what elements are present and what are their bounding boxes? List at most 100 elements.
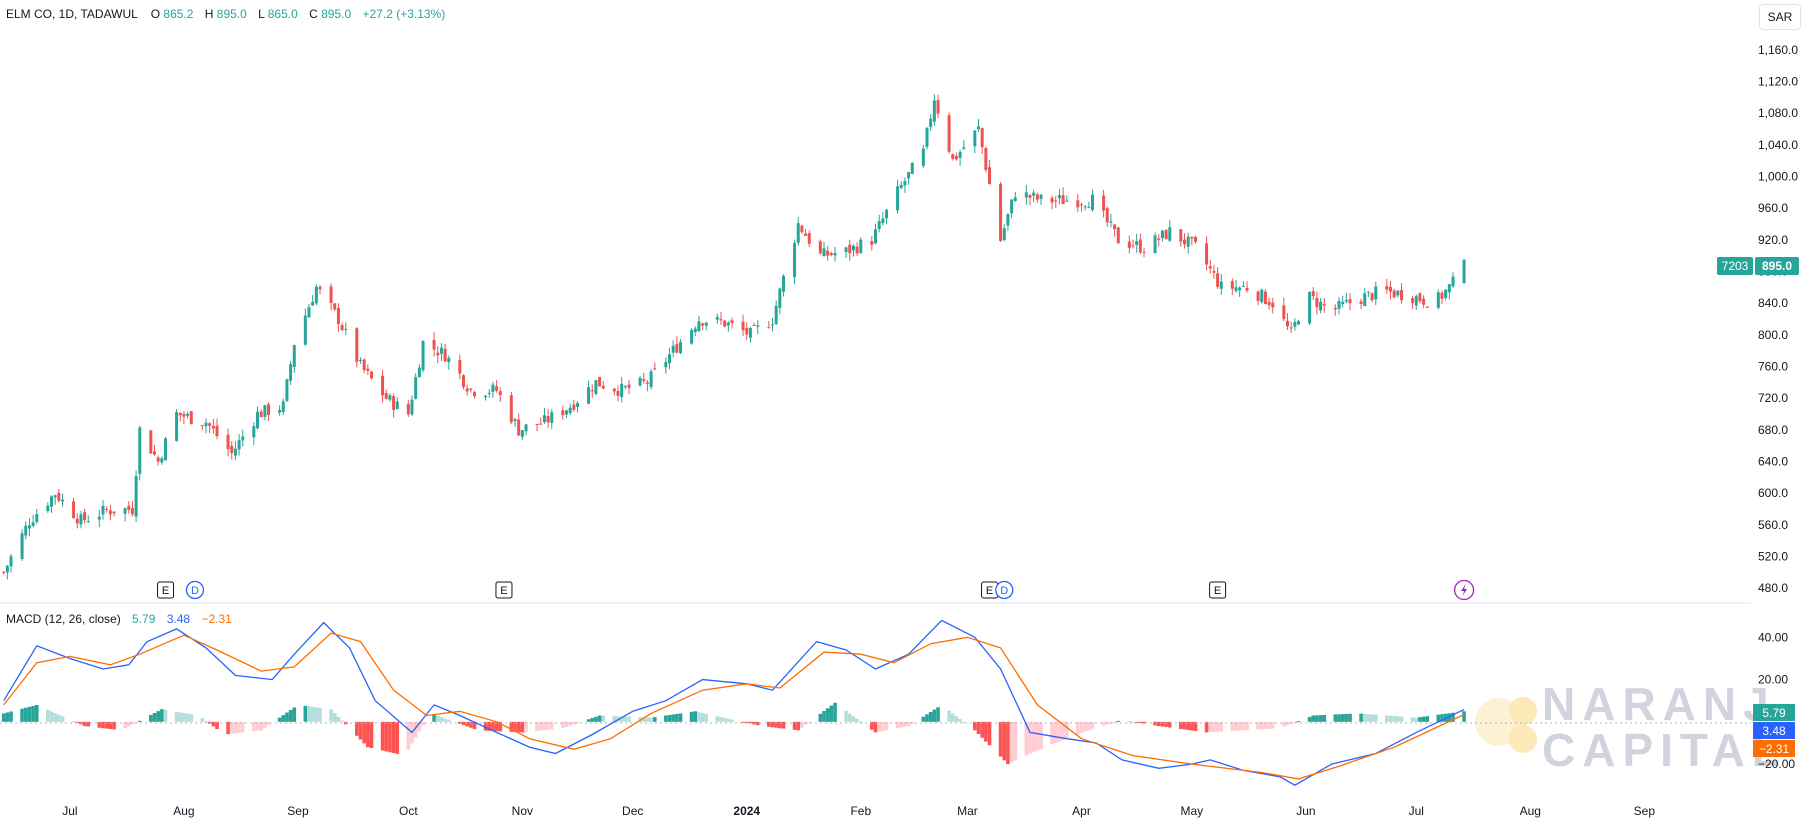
macd-histogram-bar	[881, 721, 885, 731]
price-tick-label: 1,160.0	[1758, 43, 1798, 57]
candle-body	[1392, 290, 1396, 298]
candle-body	[671, 345, 675, 353]
candle-body	[406, 403, 410, 415]
time-tick-label: Jun	[1296, 804, 1315, 818]
macd-histogram-bar	[844, 710, 848, 722]
macd-histogram-bar	[1447, 713, 1452, 722]
candle-body	[675, 344, 679, 353]
macd-histogram-bar	[870, 721, 874, 730]
macd-histogram-bar	[1263, 721, 1268, 730]
candle-body	[182, 413, 186, 417]
macd-histogram-bar	[1362, 713, 1367, 722]
candle-body	[568, 407, 572, 414]
macd-histogram-bar	[649, 717, 653, 722]
candle-body	[1418, 293, 1422, 302]
time-tick-label: Aug	[173, 804, 194, 818]
macd-histogram-bar	[1013, 721, 1018, 761]
price-axis[interactable]: 480.0 520.0 560.0 600.0 640.0 680.0 720.0 760.0…	[1758, 43, 1798, 595]
price-tick-label: 680.0	[1758, 423, 1788, 437]
macd-histogram-bar	[1127, 720, 1132, 722]
macd-histogram-bar	[741, 721, 745, 723]
symbol-title[interactable]: ELM CO, 1D, TADAWUL	[6, 7, 138, 21]
candle-body	[951, 154, 955, 159]
time-axis[interactable]: Jul Aug Sep Oct Nov Dec 2024 Feb Mar Apr May Jun Jul…	[62, 804, 1655, 818]
candle-body	[1333, 307, 1337, 310]
macd-histogram-bar	[652, 717, 657, 722]
macd-histogram-bar	[123, 721, 127, 729]
macd-title[interactable]: MACD (12, 26, close)	[6, 612, 121, 626]
macd-histogram-bar	[1028, 721, 1032, 754]
candle-body	[388, 395, 392, 400]
candle-body	[259, 411, 263, 418]
last-price-tag[interactable]: 7203 895.0	[1717, 257, 1799, 275]
candle-body	[616, 391, 620, 396]
candle-body	[233, 448, 237, 456]
candle-body	[752, 324, 756, 326]
candle-body	[693, 328, 697, 333]
candle-body	[851, 245, 855, 251]
macd-histogram-bar	[755, 721, 760, 726]
candle-body	[807, 233, 811, 244]
candle-body	[307, 307, 311, 318]
price-tick-label: 800.0	[1758, 328, 1788, 342]
candle-body	[1091, 194, 1095, 211]
macd-histogram-bar	[277, 717, 282, 722]
candle-body	[414, 377, 418, 399]
earnings-label: E	[986, 585, 993, 597]
dividend-label: D	[1000, 585, 1008, 597]
candle-body	[281, 401, 285, 412]
macd-histogram-bar	[612, 716, 617, 722]
candle-body	[925, 127, 929, 147]
macd-axis[interactable]: 40.00 20.00 −20.00	[1758, 630, 1795, 771]
candle-body	[370, 371, 374, 379]
macd-histogram-bar	[281, 715, 286, 722]
macd-histogram-bar	[976, 721, 981, 735]
macd-histogram-bar	[1270, 721, 1275, 729]
candle-body	[491, 384, 495, 392]
macd-histogram-bar	[619, 716, 624, 722]
candle-body	[958, 151, 962, 158]
macd-histogram-bar	[336, 716, 341, 722]
macd-histogram-bar	[1451, 712, 1455, 722]
macd-histogram-bar	[483, 721, 488, 731]
price-tick-label: 560.0	[1758, 518, 1788, 532]
macd-histogram-bar	[546, 721, 550, 730]
watermark-logo: NARANJ CAPITAL	[1475, 678, 1780, 776]
candle-body	[704, 322, 708, 326]
macd-histogram-bar	[435, 715, 440, 722]
macd-histogram-bar	[851, 716, 856, 722]
candle-body	[384, 393, 388, 399]
macd-histogram-bar	[5, 712, 10, 722]
macd-histogram-bar	[1307, 716, 1312, 722]
candle-body	[1293, 322, 1297, 327]
macd-histogram-bar	[211, 721, 216, 727]
currency-button[interactable]: SAR	[1759, 4, 1801, 30]
macd-histogram-bar	[53, 713, 57, 722]
candle-body	[31, 522, 35, 526]
candle-body	[362, 359, 366, 371]
macd-histogram-bar	[538, 721, 543, 731]
candle-body	[1322, 303, 1326, 306]
macd-histogram-bar	[178, 712, 183, 722]
candle-body	[1245, 287, 1249, 291]
candle-body	[285, 379, 289, 401]
macd-histogram-bar	[384, 721, 389, 752]
candle-body	[127, 505, 131, 510]
candle-body	[465, 388, 469, 392]
macd-histogram-bar	[1212, 721, 1216, 732]
macd-histogram-bar	[1425, 716, 1430, 722]
macd-histogram-bar	[1131, 721, 1135, 723]
candle-body	[267, 404, 271, 416]
candle-body	[443, 348, 447, 362]
candle-body	[936, 100, 940, 114]
time-tick-label: 2024	[733, 804, 760, 818]
candle-body	[208, 423, 212, 426]
candle-body	[1238, 287, 1242, 291]
macd-histogram-bar	[174, 711, 179, 722]
macd-histogram-bar	[1009, 721, 1014, 763]
candle-body	[1024, 192, 1028, 198]
flash-bolt-icon	[1461, 584, 1468, 596]
candle-body	[1135, 241, 1139, 245]
